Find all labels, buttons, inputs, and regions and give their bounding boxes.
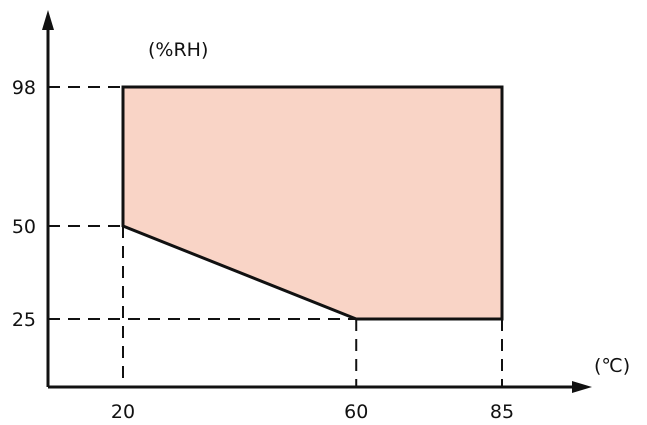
- y-tick-label-50: 50: [12, 216, 36, 238]
- y-tick-label-98: 98: [12, 77, 36, 99]
- x-axis-unit: (℃): [594, 355, 630, 377]
- x-tick-label-60: 60: [344, 401, 368, 423]
- y-axis-arrow: [42, 10, 54, 30]
- operating-region: [121, 85, 504, 321]
- x-tick-label-20: 20: [111, 401, 135, 423]
- x-tick-labels: 20 60 85: [111, 401, 514, 423]
- x-axis-arrow: [572, 381, 592, 393]
- y-tick-label-25: 25: [12, 309, 36, 331]
- y-axis-unit: (%RH): [148, 39, 208, 61]
- x-tick-label-85: 85: [490, 401, 514, 423]
- y-tick-labels: 25 50 98: [12, 77, 36, 331]
- dashed-guides: [48, 86, 503, 387]
